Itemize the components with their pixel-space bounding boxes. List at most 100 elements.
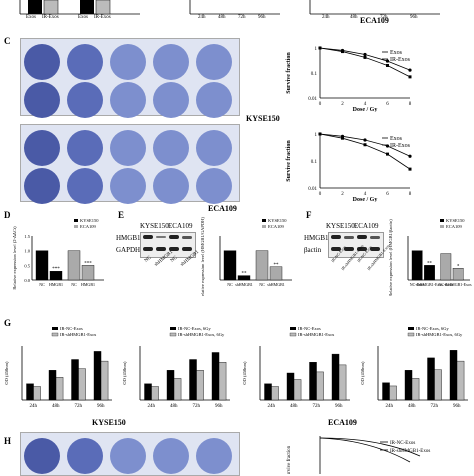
cell-label-kyse150: KYSE150: [246, 114, 280, 123]
colony-plate: [196, 130, 232, 166]
cck8-chart-4: OD (450nm) 24h 48h 72h 96h IR-NC-Exos, 6GyIR-…: [360, 326, 468, 409]
y-axis-label: OD (450nm): [122, 361, 127, 385]
colony-plate: [110, 130, 146, 166]
colony-plate: [153, 168, 189, 204]
series-line: [319, 133, 411, 157]
significance-label: ***: [52, 267, 60, 272]
blot-band: [169, 235, 179, 239]
top-bar: [28, 0, 42, 14]
bar: [452, 268, 464, 281]
x-tick-label: NC: [227, 282, 233, 287]
legend-label: ECA109: [268, 224, 285, 229]
cck8-chart-1: OD (450nm) 24h 48h 72h 96h IR-NC-ExosIR-shHMG…: [4, 326, 112, 409]
x-tick-label: NC: [259, 282, 265, 287]
y-axis-label: Survive fraction: [286, 52, 292, 94]
colony-plate: [153, 438, 189, 474]
bar: [49, 271, 63, 281]
bar: [166, 370, 175, 401]
blot-band: [143, 247, 153, 251]
x-tick-label: NC-Exos: [438, 282, 453, 287]
legend-swatch: [74, 225, 78, 228]
x-tick-label: shHMGB1: [267, 282, 285, 287]
y-tick-label: 0.01: [308, 97, 317, 102]
series-line: [319, 47, 411, 71]
blot-cell-label: KYSE150: [140, 222, 169, 230]
x-tick-label: 24h: [386, 404, 394, 409]
panel-label-f: F: [306, 210, 312, 220]
bar: [237, 275, 251, 281]
colony-plate: [24, 82, 60, 118]
legend-swatch: [51, 332, 59, 337]
legend-label: IR-shHMGB1-Exos, 6Gy: [416, 332, 463, 338]
bar: [223, 250, 237, 281]
series-line: [319, 133, 411, 170]
bar: [434, 369, 442, 401]
y-tick-label: 1: [315, 47, 318, 52]
top-xtick: Exos: [78, 15, 88, 20]
colony-plate: [24, 438, 60, 474]
legend-swatch: [440, 225, 444, 228]
bar: [78, 368, 86, 401]
x-tick-label: 8: [409, 102, 412, 107]
blot-cell-label: KYSE150: [326, 222, 355, 230]
y-tick-label: 1.0: [24, 249, 30, 254]
top-xtick: Exos: [26, 15, 36, 20]
x-tick-label: 4: [364, 102, 367, 107]
x-tick-label: 24h: [30, 404, 38, 409]
x-tick-label: 0: [319, 102, 322, 107]
x-tick-label: NC: [39, 282, 45, 287]
blot-band-label: GAPDH: [116, 246, 141, 254]
significance-label: **: [427, 261, 433, 266]
bar: [404, 370, 413, 401]
legend-label: Exos: [390, 50, 403, 56]
bar: [211, 352, 220, 401]
cck8-chart-2: OD (450nm) 24h 48h 72h 96h IR-NC-Exos, 6GyIR-…: [122, 326, 230, 409]
bar-chart-e: Relative expression level (HMGB1/GAPDH) *…: [200, 217, 292, 296]
legend-swatch: [407, 332, 415, 337]
bar: [33, 386, 41, 401]
top-bar: [80, 0, 94, 14]
colony-plate: [110, 168, 146, 204]
blot-band-label: HMGB1: [116, 234, 141, 242]
blot-band: [331, 247, 341, 251]
legend-label: KYSE150: [446, 218, 465, 223]
x-tick-label: 96h: [335, 404, 343, 409]
colony-plate: [110, 438, 146, 474]
survival-chart-h: Survive fraction IR-NC-Exos IR-shHMGB1-Exo…: [287, 436, 430, 474]
top-xtick: 24h: [322, 15, 330, 20]
y-axis-label: Relative expression level (HMGB1/GAPDH): [200, 217, 205, 296]
legend-label: IR-NC-Exos: [298, 326, 321, 331]
significance-label: ***: [84, 261, 92, 266]
legend-label: IR-NC-Exos, 6Gy: [178, 326, 211, 332]
cell-label-g-kyse150: KYSE150: [92, 418, 126, 427]
y-axis-label: Survive fraction: [287, 445, 292, 474]
legend-swatch: [262, 225, 266, 228]
blot-band: [370, 236, 380, 239]
cell-label-g-eca109: ECA109: [328, 418, 357, 427]
cck8-chart-3: OD (450nm) 24h 48h 72h 96h IR-NC-ExosIR-shHMG…: [242, 326, 350, 409]
colony-plate: [67, 130, 103, 166]
bar: [411, 378, 420, 401]
legend-label: ECA109: [80, 224, 97, 229]
top-xtick: 72h: [238, 15, 246, 20]
x-tick-label: 48h: [170, 404, 178, 409]
y-axis-label: Relative expression level (HMGB1/βactin): [388, 219, 393, 296]
x-tick-label: 0: [319, 192, 322, 197]
panel-label-h: H: [4, 436, 12, 446]
colony-plate: [196, 44, 232, 80]
blot-band: [156, 236, 166, 238]
colony-plate: [196, 168, 232, 204]
top-bar: [95, 0, 111, 15]
colony-plate: [24, 44, 60, 80]
legend-label: IR-NC-Exos: [60, 326, 83, 331]
bar: [67, 250, 81, 281]
blot-band: [357, 247, 367, 251]
legend-label: KYSE150: [268, 218, 287, 223]
colony-plate: [196, 82, 232, 118]
y-tick-label: 0.1: [311, 72, 318, 77]
legend-swatch: [170, 327, 176, 330]
bar: [293, 379, 302, 401]
x-tick-label: shHMGB1-Exos: [416, 282, 443, 287]
top-xtick: 48h: [218, 15, 226, 20]
x-tick-label: 72h: [313, 404, 321, 409]
